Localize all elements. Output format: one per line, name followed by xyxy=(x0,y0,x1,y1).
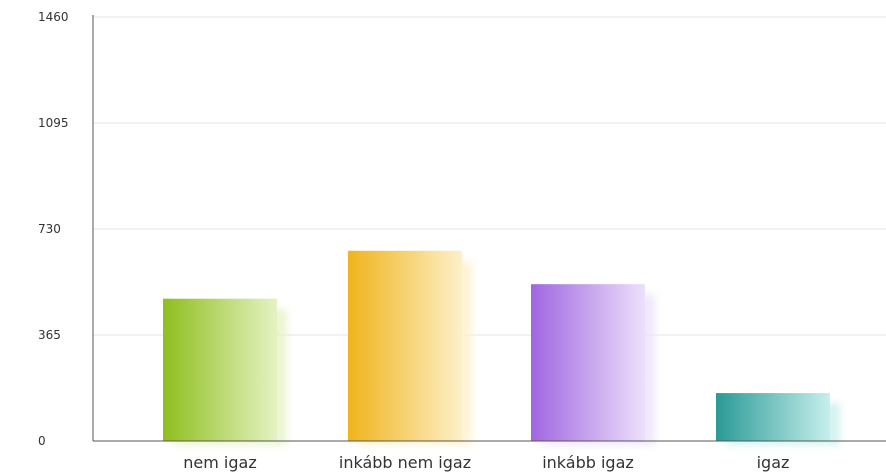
bar-nem-igaz[interactable] xyxy=(163,298,277,441)
x-axis: nem igaz inkább nem igaz inkább igaz igaz xyxy=(93,440,886,472)
y-axis: 0 365 730 1095 1460 xyxy=(38,10,94,448)
y-tick-label: 730 xyxy=(38,222,61,236)
bar-inkább-nem-igaz[interactable] xyxy=(348,250,462,441)
x-tick-label: inkább igaz xyxy=(542,453,634,472)
gridlines xyxy=(93,16,886,336)
bar-igaz[interactable] xyxy=(716,393,830,441)
x-tick-label: nem igaz xyxy=(183,453,256,472)
y-tick-label: 0 xyxy=(38,434,46,448)
x-tick-label: inkább nem igaz xyxy=(339,453,471,472)
y-tick-label: 1460 xyxy=(38,10,69,24)
y-tick-label: 1095 xyxy=(38,116,69,130)
bar-inkább-igaz[interactable] xyxy=(531,284,645,441)
y-tick-label: 365 xyxy=(38,328,61,342)
x-tick-label: igaz xyxy=(757,453,790,472)
bars xyxy=(163,250,840,445)
